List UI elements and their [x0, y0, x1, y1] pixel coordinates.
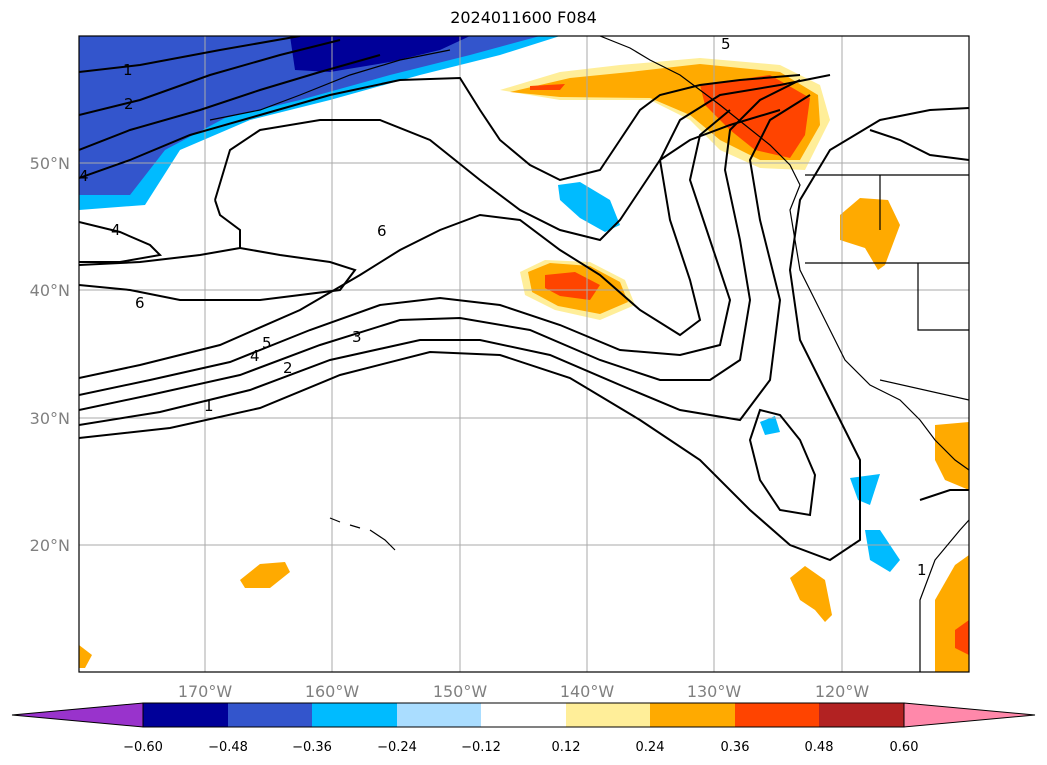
- positive-anomaly-south1: [790, 566, 832, 622]
- contour-line-1: [79, 107, 969, 562]
- colorbar-segment: [143, 703, 228, 727]
- lat-label: 40°N: [30, 281, 70, 300]
- contour-label: 4: [250, 347, 260, 365]
- contour-line-3: [79, 54, 381, 151]
- colorbar-tick: 0.48: [805, 740, 834, 755]
- contour-line-east2: [869, 129, 969, 161]
- contour-line-4b: [79, 109, 732, 396]
- lon-labels: 170°W 160°W 150°W 140°W 130°W 120°W: [178, 682, 870, 701]
- contour-label: 3: [352, 328, 362, 346]
- colorbar-segment: [397, 703, 481, 727]
- contour-label: 5: [262, 334, 272, 352]
- negative-anomaly-band-nw-core: [290, 36, 470, 72]
- contour-label: 4: [111, 221, 121, 239]
- contour-label: 1: [917, 561, 927, 579]
- colorbar-tick: −0.12: [461, 740, 501, 755]
- graticule: [79, 36, 969, 672]
- lon-label: 170°W: [178, 682, 233, 701]
- positive-anomaly-southwest-corner: [79, 645, 92, 668]
- contour-label: 5: [721, 35, 731, 53]
- contour-label: 1: [204, 397, 214, 415]
- contours: [79, 36, 969, 562]
- contour-line-4: [79, 74, 801, 182]
- lon-label: 140°W: [560, 682, 615, 701]
- colorbar-tick: −0.24: [377, 740, 417, 755]
- lon-label: 130°W: [687, 682, 742, 701]
- contour-label: 6: [377, 222, 387, 240]
- colorbar-tick: 0.36: [721, 740, 750, 755]
- colorbar-segment: [312, 703, 397, 727]
- lon-label: 120°W: [815, 682, 870, 701]
- colorbar-tick: 0.12: [552, 740, 581, 755]
- colorbar-tick: −0.48: [208, 740, 248, 755]
- colorbar-segment: [819, 703, 904, 727]
- colorbar-segment: [650, 703, 735, 727]
- contour-label: 4: [79, 167, 89, 185]
- colorbar-segment: [228, 703, 312, 727]
- colorbar-tick: −0.36: [292, 740, 332, 755]
- lat-label: 30°N: [30, 409, 70, 428]
- negative-anomaly-south3: [865, 530, 900, 572]
- contour-line-inner: [748, 408, 817, 517]
- colorbar-segment: [481, 703, 566, 727]
- contour-line-2: [79, 39, 341, 116]
- positive-anomaly-interior: [840, 198, 900, 270]
- colorbar-extend-right: [903, 702, 1036, 728]
- positive-anomaly-south2: [240, 562, 290, 588]
- colorbar-extend-left: [11, 702, 144, 728]
- positive-anomaly-southeast: [935, 422, 969, 490]
- contour-label: 2: [283, 359, 293, 377]
- contour-line-3: [79, 79, 801, 411]
- colorbar-segment: [566, 703, 650, 727]
- contour-label: 1: [123, 61, 133, 79]
- coastlines: [209, 36, 969, 672]
- contour-label: 2: [124, 95, 134, 113]
- lat-labels: 50°N 40°N 30°N 20°N: [30, 154, 70, 555]
- positive-anomaly-southeast2-core: [955, 620, 969, 655]
- colorbar-tick: −0.60: [123, 740, 163, 755]
- contour-line-5: [79, 74, 831, 379]
- negative-anomaly-mid: [558, 182, 620, 232]
- colorbar-frame: [142, 702, 905, 728]
- map-frame: [78, 35, 970, 673]
- colorbar-segment: [735, 703, 819, 727]
- negative-anomaly-south1: [760, 416, 780, 435]
- lon-label: 160°W: [305, 682, 360, 701]
- contour-line-2: [79, 94, 811, 426]
- shading-layer: [79, 36, 969, 672]
- negative-anomaly-band-nw-mid: [79, 36, 540, 195]
- map-title: 2024011600 F084: [450, 8, 597, 27]
- colorbar-tick: 0.24: [636, 740, 665, 755]
- lat-label: 50°N: [30, 154, 70, 173]
- contour-line-w4: [79, 221, 163, 263]
- positive-anomaly-southeast2: [935, 555, 969, 672]
- positive-anomaly-central-core: [545, 272, 600, 300]
- colorbar: −0.60 −0.48 −0.36 −0.24 −0.12 0.12 0.24 …: [11, 702, 1036, 755]
- lon-label: 150°W: [433, 682, 488, 701]
- positive-anomaly-ne-small: [530, 84, 565, 90]
- contour-line-east: [919, 489, 969, 501]
- contour-labels: 1 2 3 4 4 5 6 6 5 4 2 1 1: [79, 35, 927, 579]
- contour-line-1: [79, 36, 301, 73]
- contour-line-6c: [79, 247, 357, 301]
- negative-anomaly-south2: [850, 474, 880, 505]
- lat-label: 20°N: [30, 536, 70, 555]
- contour-label: 6: [135, 294, 145, 312]
- colorbar-tick: 0.60: [890, 740, 919, 755]
- contour-line-6a: [214, 109, 781, 242]
